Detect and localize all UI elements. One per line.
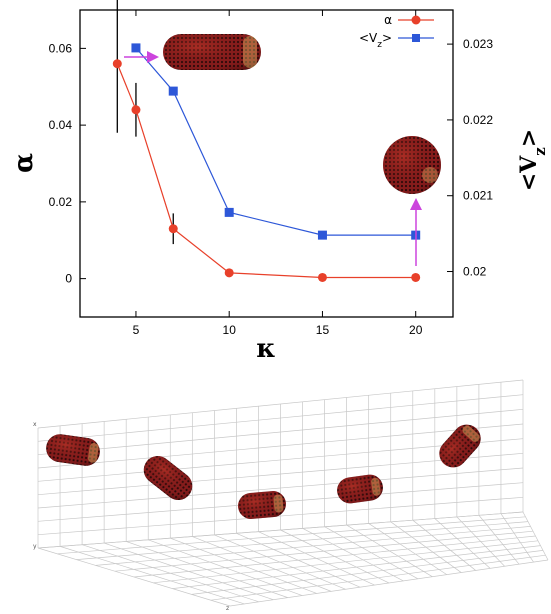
right-y-axis-ticks: 0.02 0.021 0.022 0.023 — [447, 37, 493, 279]
vz-point — [224, 207, 234, 217]
3d-particle-scene: x y z — [33, 379, 549, 612]
particle-5 — [439, 424, 481, 468]
series-line-0 — [116, 63, 416, 279]
right-y-tick-label: 0.022 — [463, 113, 493, 127]
legend-label-alpha: α — [384, 13, 392, 27]
floor-grid-line — [229, 559, 549, 607]
alpha-point — [112, 59, 122, 69]
alpha-point — [224, 268, 234, 278]
left-y-tick-label: 0.06 — [49, 41, 73, 55]
floor-grid-line — [153, 540, 539, 584]
x-axis-ticks: 5 10 15 20 — [133, 10, 423, 337]
particle-2 — [143, 455, 193, 501]
wall-grid-line — [37, 379, 524, 429]
particle-4 — [337, 474, 383, 504]
axis-letter-z: z — [226, 605, 229, 612]
floor-grid-line — [114, 530, 534, 572]
x-tick-label: 15 — [316, 323, 330, 337]
floor-grid-line — [133, 535, 536, 578]
left-y-tick-label: 0 — [65, 272, 72, 286]
right-y-tick-label: 0.021 — [463, 189, 493, 203]
left-y-axis-ticks: 0 0.02 0.04 0.06 — [49, 41, 86, 286]
floor-grid-line — [191, 550, 544, 595]
vz-point — [168, 86, 178, 96]
alpha-point — [317, 272, 327, 282]
legend-label-vz: <Vz> — [359, 31, 392, 50]
alpha-point — [411, 272, 421, 282]
vz-point — [131, 43, 141, 53]
particle-3 — [238, 491, 286, 519]
left-y-axis-title: α — [9, 153, 39, 173]
wall-grid-line — [37, 408, 524, 456]
right-y-axis-title: <Vz> — [516, 129, 549, 191]
alpha-point — [131, 105, 141, 115]
axis-letter-x: x — [33, 421, 37, 428]
x-axis-title: κ — [256, 334, 276, 364]
spherical-particle-inset — [383, 136, 441, 194]
legend: α <Vz> — [359, 13, 434, 50]
wall-grid-line — [37, 467, 524, 509]
axis-letter-y: y — [33, 543, 37, 550]
x-tick-label: 5 — [133, 323, 140, 337]
legend-marker-vz — [412, 34, 420, 42]
floor-grid-line — [172, 545, 541, 589]
floor-grid — [37, 511, 549, 607]
x-tick-label: 20 — [409, 323, 423, 337]
elongated-particle-inset — [163, 34, 261, 70]
floor-grid-line — [210, 554, 546, 601]
left-y-tick-label: 0.04 — [49, 118, 73, 132]
plot-frame — [79, 9, 454, 318]
floor-grid-line — [57, 516, 526, 555]
right-y-tick-label: 0.023 — [463, 37, 493, 51]
left-y-tick-label: 0.02 — [49, 195, 73, 209]
alpha-point — [168, 224, 178, 234]
legend-marker-alpha — [411, 15, 421, 25]
x-tick-label: 10 — [223, 323, 237, 337]
floor-grid-line — [95, 526, 531, 566]
wall-grid-line — [37, 496, 524, 536]
particle-1 — [46, 434, 100, 466]
series-line-1 — [135, 47, 416, 236]
floor-grid-line — [76, 521, 529, 560]
vz-point — [317, 230, 327, 240]
wall-grid-line — [37, 423, 524, 469]
floor-grid-line — [37, 511, 524, 549]
alpha-vz-chart: 5 10 15 20 00.020.040.06 0.020.0210.0220.02… — [9, 0, 549, 364]
wall-grid-line — [37, 394, 524, 442]
right-y-tick-label: 0.02 — [463, 265, 487, 279]
